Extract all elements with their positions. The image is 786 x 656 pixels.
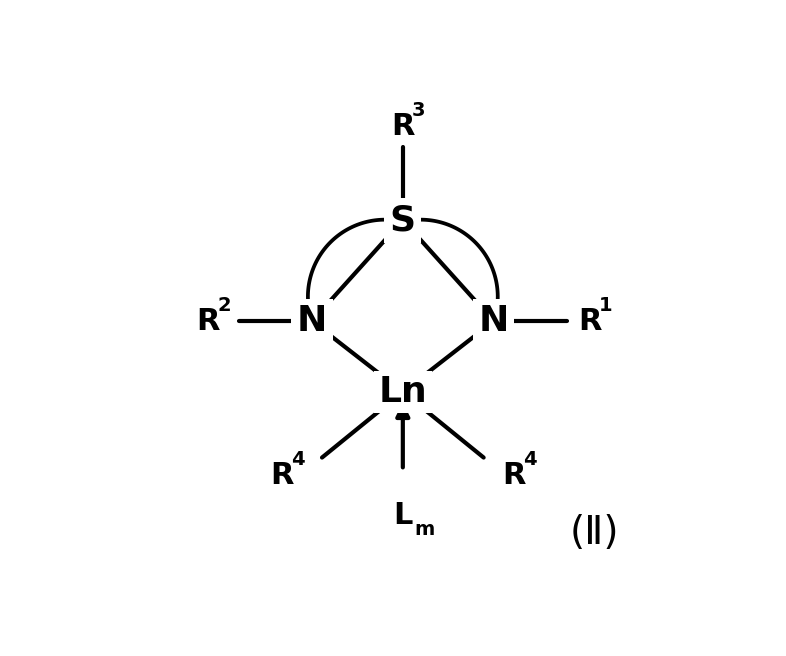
Text: R: R bbox=[270, 461, 293, 490]
Text: Ln: Ln bbox=[378, 375, 428, 409]
Text: 1: 1 bbox=[599, 295, 612, 314]
Text: 4: 4 bbox=[291, 449, 304, 468]
Text: L: L bbox=[393, 501, 413, 530]
Text: R: R bbox=[196, 306, 220, 336]
Text: 3: 3 bbox=[412, 101, 425, 120]
Text: m: m bbox=[414, 520, 434, 539]
Text: R: R bbox=[578, 306, 601, 336]
Text: N: N bbox=[479, 304, 509, 338]
Text: R: R bbox=[502, 461, 526, 490]
Text: 4: 4 bbox=[523, 449, 537, 468]
Text: (Ⅱ): (Ⅱ) bbox=[570, 514, 619, 552]
Text: R: R bbox=[391, 112, 414, 141]
Text: N: N bbox=[297, 304, 327, 338]
Text: 2: 2 bbox=[218, 295, 231, 314]
Text: S: S bbox=[390, 203, 416, 237]
